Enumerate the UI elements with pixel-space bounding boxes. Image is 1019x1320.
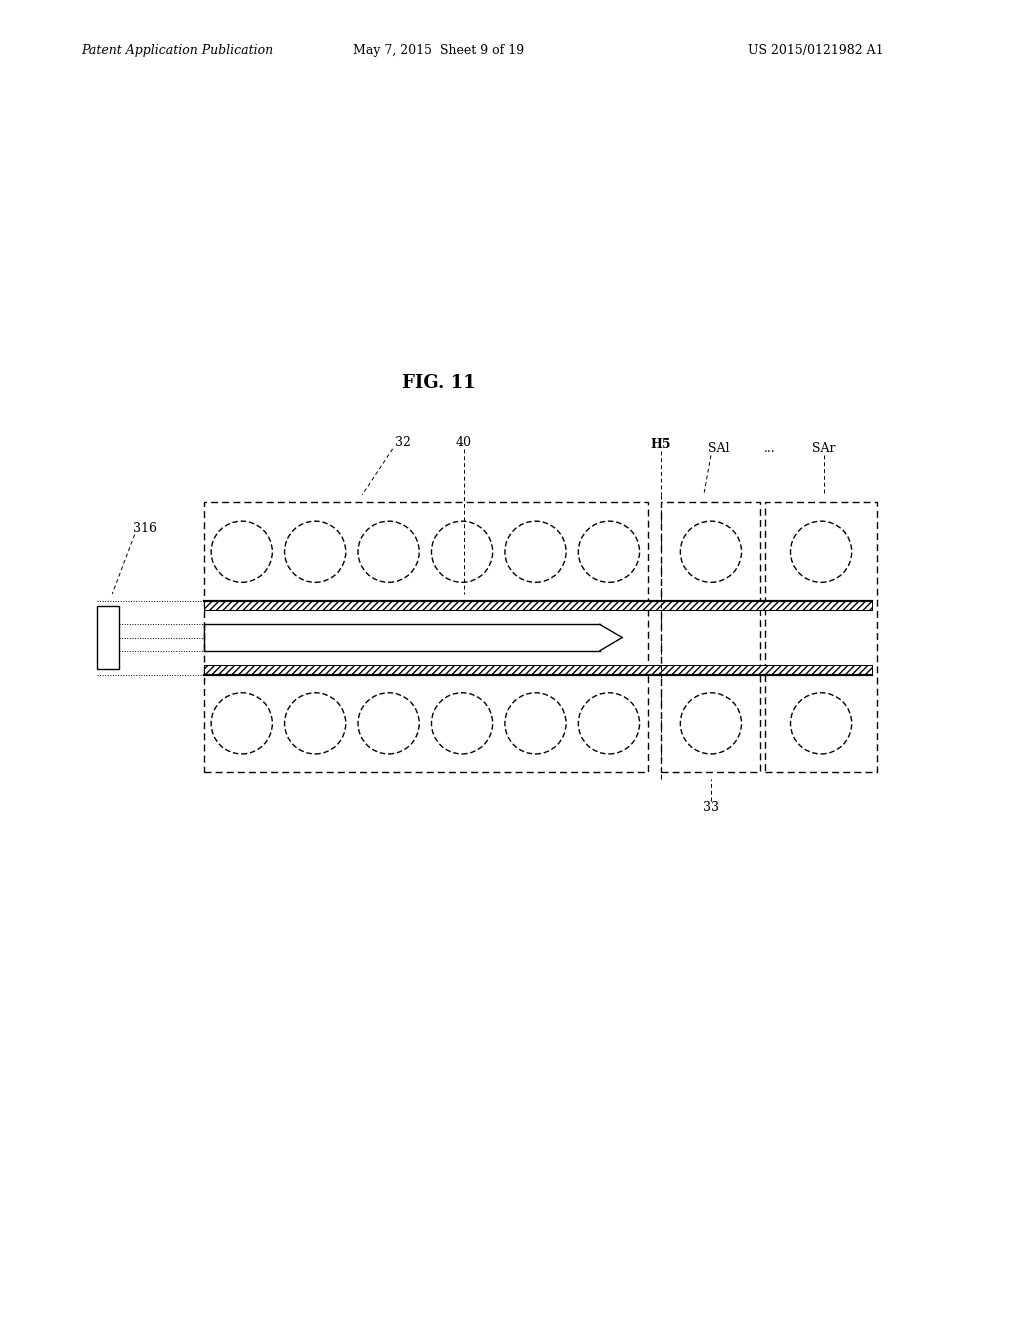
Ellipse shape <box>211 521 272 582</box>
Ellipse shape <box>358 693 419 754</box>
Bar <box>204 665 871 675</box>
Text: US 2015/0121982 A1: US 2015/0121982 A1 <box>748 44 882 57</box>
Ellipse shape <box>680 693 741 754</box>
Ellipse shape <box>578 693 639 754</box>
Bar <box>660 502 759 772</box>
Text: 316: 316 <box>132 521 157 535</box>
Ellipse shape <box>504 693 566 754</box>
Text: May 7, 2015  Sheet 9 of 19: May 7, 2015 Sheet 9 of 19 <box>353 44 524 57</box>
Text: 40: 40 <box>455 436 472 449</box>
Bar <box>764 502 876 772</box>
Ellipse shape <box>358 521 419 582</box>
Ellipse shape <box>431 521 492 582</box>
Text: 32: 32 <box>394 436 411 449</box>
Ellipse shape <box>431 693 492 754</box>
Text: H5: H5 <box>650 438 671 451</box>
Bar <box>204 601 871 610</box>
Text: SAr: SAr <box>811 442 836 455</box>
Ellipse shape <box>578 521 639 582</box>
Text: SAl: SAl <box>707 442 730 455</box>
Text: Patent Application Publication: Patent Application Publication <box>82 44 273 57</box>
Ellipse shape <box>504 521 566 582</box>
Text: 33: 33 <box>702 801 718 814</box>
Ellipse shape <box>284 521 345 582</box>
Ellipse shape <box>211 693 272 754</box>
Ellipse shape <box>680 521 741 582</box>
Ellipse shape <box>284 693 345 754</box>
Ellipse shape <box>790 693 851 754</box>
Bar <box>97 606 119 669</box>
Bar <box>204 502 647 772</box>
Ellipse shape <box>790 521 851 582</box>
Text: FIG. 11: FIG. 11 <box>401 374 475 392</box>
Text: ...: ... <box>763 442 775 455</box>
